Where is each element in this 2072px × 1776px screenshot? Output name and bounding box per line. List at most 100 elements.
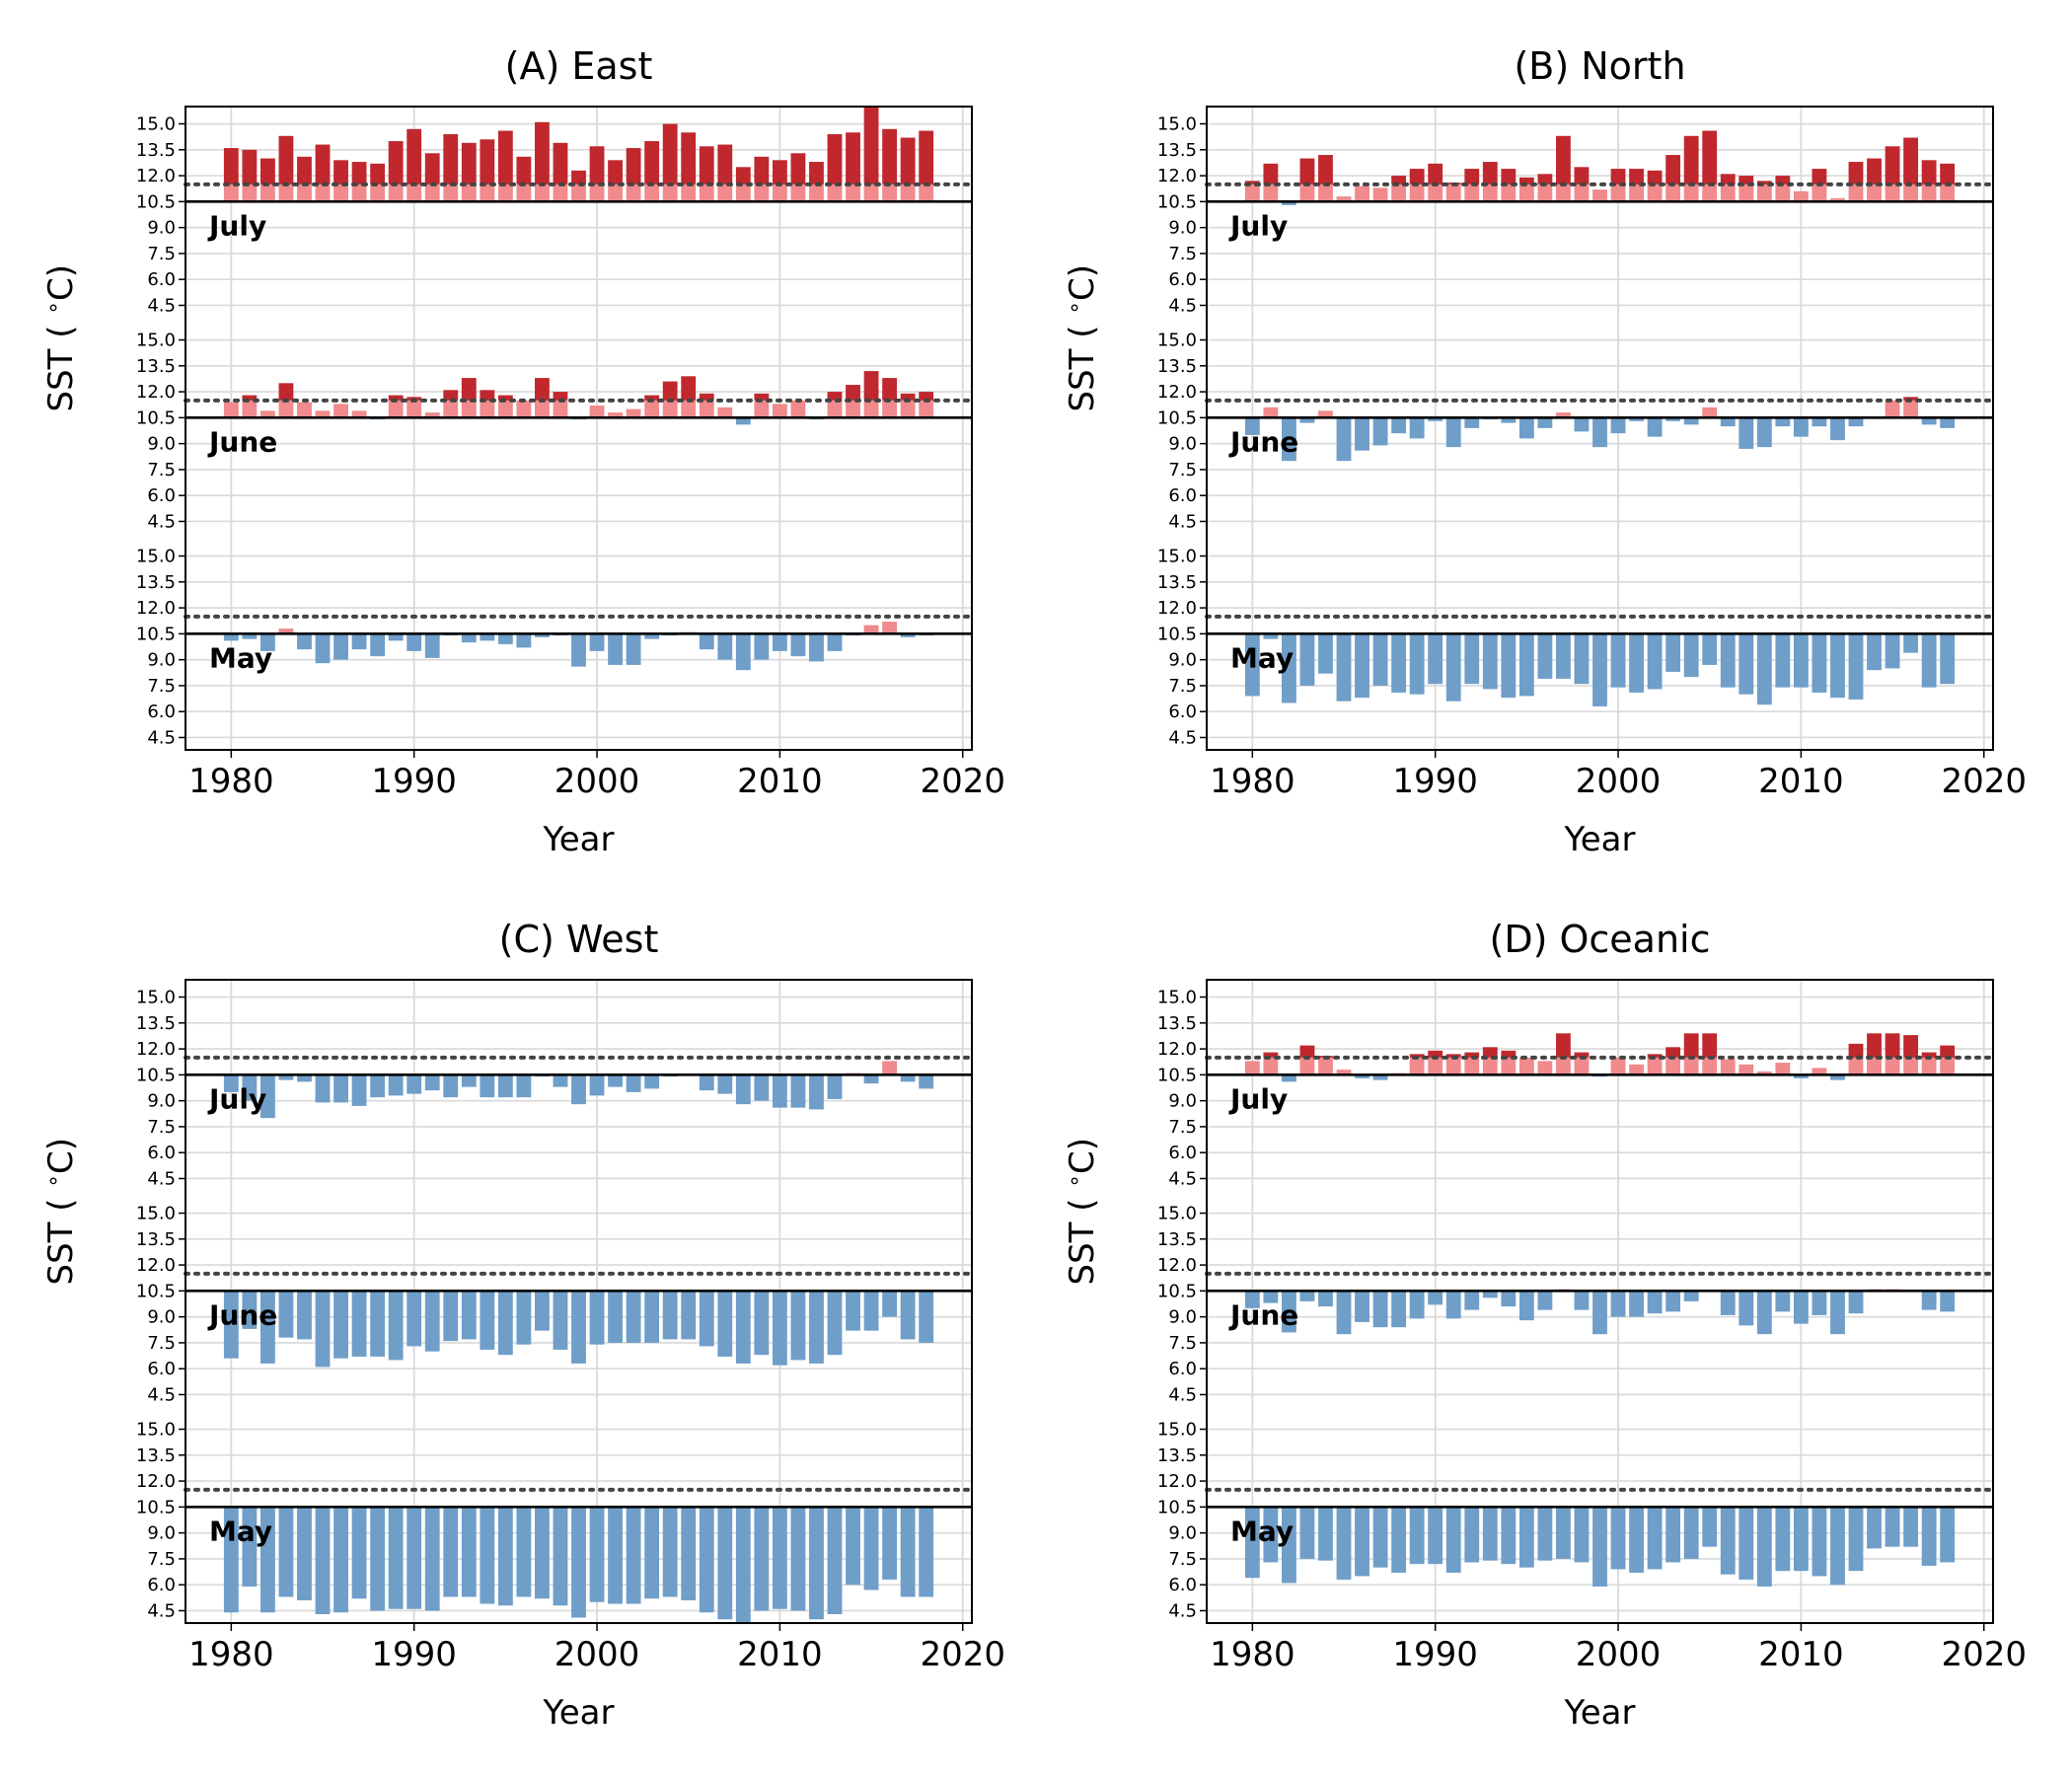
y-tick-label: 15.0 <box>1157 1420 1197 1441</box>
x-tick-label: 1990 <box>1392 762 1478 801</box>
bar-cool <box>297 1074 312 1082</box>
bar-hot <box>846 132 860 185</box>
bar-cool <box>1518 633 1534 697</box>
bar-warm <box>699 400 714 418</box>
bar-cool <box>443 1507 459 1597</box>
bar-cool <box>1940 633 1956 685</box>
bar-warm <box>1501 184 1517 202</box>
bar-cool <box>1372 1507 1388 1568</box>
y-tick-label: 4.5 <box>1168 1384 1197 1405</box>
month-label: June <box>207 425 277 458</box>
bar-warm <box>1629 1064 1644 1075</box>
bar-hot <box>1702 1033 1718 1058</box>
bar-cool <box>461 633 477 643</box>
bar-cool <box>370 1291 386 1357</box>
bar-cool <box>772 633 787 651</box>
bar-warm <box>1739 184 1754 202</box>
bar-cool <box>754 633 770 660</box>
bar-warm <box>662 184 678 202</box>
bar-cool <box>1940 1291 1956 1312</box>
bar-hot <box>278 383 294 401</box>
x-axis-label: Year <box>543 1693 615 1733</box>
y-tick-label: 9.0 <box>147 218 176 239</box>
bar-warm <box>1263 1057 1279 1075</box>
bar-cool <box>1372 1074 1388 1080</box>
bar-cool <box>1940 417 1956 428</box>
bar-cool <box>846 1291 860 1331</box>
y-tick-label: 6.0 <box>147 269 176 290</box>
bar-warm <box>1428 184 1443 202</box>
bar-cool <box>699 1291 714 1347</box>
bar-hot <box>1702 130 1718 185</box>
bar-hot <box>754 156 770 185</box>
bar-warm <box>1720 184 1736 202</box>
bar-cool <box>882 1291 898 1317</box>
bar-cool <box>333 633 348 660</box>
month-label: May <box>209 641 272 674</box>
bar-warm <box>242 400 258 418</box>
month-label: July <box>207 1082 266 1115</box>
bar-cool <box>1812 1507 1827 1577</box>
y-tick-label: 10.5 <box>136 191 176 212</box>
bar-cool <box>1775 1507 1791 1572</box>
bar-warm <box>846 184 860 202</box>
bar-warm <box>297 184 312 202</box>
bar-warm <box>699 184 714 202</box>
bar-cool <box>297 1291 312 1340</box>
bar-cool <box>608 1507 623 1604</box>
bar-cool <box>900 1074 916 1082</box>
bar-cool <box>827 1507 843 1614</box>
y-tick-label: 15.0 <box>1157 1204 1197 1224</box>
bar-cool <box>1720 633 1736 688</box>
bar-cool <box>809 1507 824 1620</box>
bar-hot <box>553 142 568 185</box>
bar-cool <box>1409 417 1425 439</box>
axes-frame <box>185 106 973 751</box>
bar-cool <box>1355 417 1369 451</box>
bar-cool <box>388 633 404 641</box>
bar-cool <box>1355 1291 1369 1322</box>
y-tick-label: 10.5 <box>136 624 176 644</box>
bar-cool <box>571 1507 586 1618</box>
bar-warm <box>480 184 495 202</box>
bar-warm <box>1464 1057 1480 1075</box>
bar-cool <box>370 1507 386 1611</box>
bar-cool <box>259 633 275 651</box>
x-tick-label: 2000 <box>555 1635 640 1674</box>
bar-cool <box>1409 1507 1425 1565</box>
y-tick-label: 4.5 <box>1168 1600 1197 1621</box>
bar-warm <box>1299 184 1315 202</box>
bar-warm <box>1885 400 1900 418</box>
bar-cool <box>626 1074 641 1092</box>
bar-hot <box>443 134 459 185</box>
bar-warm <box>1482 1057 1498 1075</box>
bar-hot <box>735 167 751 185</box>
bar-cool <box>626 633 641 665</box>
bar-warm <box>772 184 787 202</box>
bar-hot <box>333 160 348 185</box>
bar-warm <box>608 184 623 202</box>
bar-cool <box>407 1291 422 1347</box>
y-tick-label: 15.0 <box>136 114 176 135</box>
panel-1: 4.5 6.0 7.5 9.0 10.5 12.0 13.5 15.0 July 4.5 6.0 7.… <box>1063 44 2027 859</box>
bar-hot <box>1739 176 1754 185</box>
bar-cool <box>1263 1507 1279 1563</box>
bar-cool <box>1409 633 1425 695</box>
bar-cool <box>516 1291 532 1345</box>
bar-warm <box>333 404 348 418</box>
bar-warm <box>223 184 239 202</box>
bar-warm <box>1903 1057 1919 1075</box>
y-tick-label: 4.5 <box>1168 727 1197 748</box>
bar-cool <box>1299 417 1315 423</box>
bar-cool <box>1903 633 1919 653</box>
bar-warm <box>1574 1057 1590 1075</box>
bar-hot <box>846 385 860 401</box>
bar-cool <box>497 1507 513 1606</box>
x-axis-label: Year <box>1564 820 1636 859</box>
bar-cool <box>1556 1507 1571 1559</box>
axes-frame <box>1206 106 1994 751</box>
bar-warm <box>1885 1057 1900 1075</box>
bar-hot <box>1244 181 1260 185</box>
bar-cool <box>1501 417 1517 423</box>
bar-hot <box>242 149 258 185</box>
